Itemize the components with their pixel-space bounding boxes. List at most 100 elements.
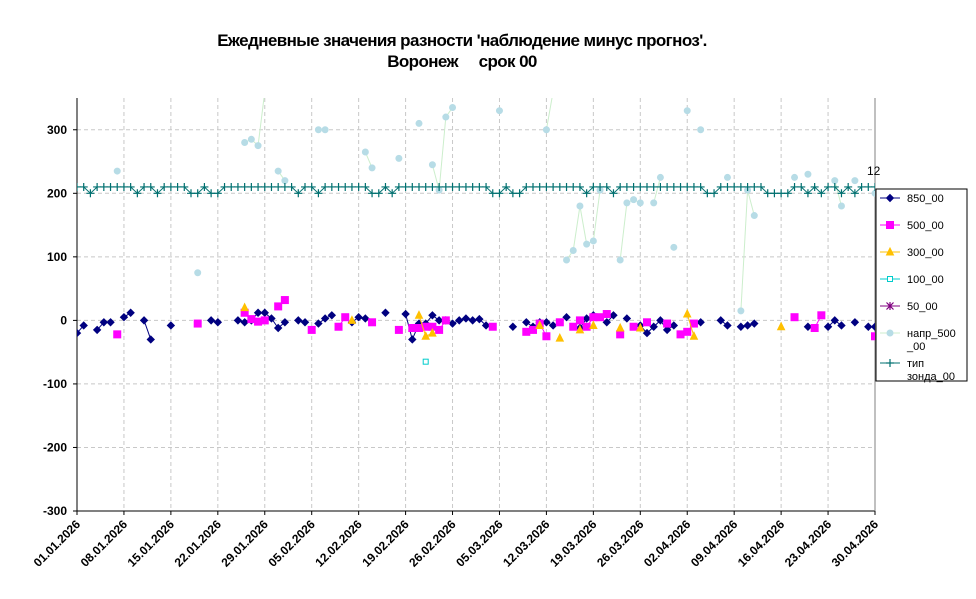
series-5-point [791,173,799,181]
series-0-point [582,314,591,323]
series-6-point [381,182,390,191]
series-6-point [535,182,544,191]
series-6-point [616,182,625,191]
series-6-point [274,182,283,191]
series-6-line [700,186,708,194]
y-tick-label: -100 [43,377,67,391]
series-5-line [438,117,447,191]
series-6-line [854,186,862,194]
series-1-point [394,325,403,334]
series-6-point [495,189,504,198]
legend-label: 850_00 [907,193,944,205]
series-6-point [354,182,363,191]
series-1-point [683,327,692,336]
series-6-point [844,182,853,191]
series-0-point [837,321,846,330]
y-tick-label: 300 [47,123,67,137]
series-2-point [776,321,786,331]
legend-label-cont: зонда_00 [907,371,955,383]
series-5-point [247,135,255,143]
series-6-line [505,186,514,194]
series-6-point [468,182,477,191]
series-0-point [139,316,149,325]
series-6-point [529,182,537,191]
series-5-point [449,104,457,112]
series-1-point [334,322,343,331]
series-6-point [522,182,531,191]
series-5-point [563,256,571,264]
series-0-point [434,316,444,325]
series-6-point [716,182,725,191]
series-6-point [797,182,806,191]
series-6-point [341,182,350,191]
series-0-point [206,316,216,325]
series-6-point [830,182,839,191]
series-6-point [448,182,457,191]
series-6-point [187,189,195,198]
series-6-point [763,189,772,198]
y-tick-label: -200 [43,440,67,454]
series-0-point [146,335,155,344]
series-5-line [619,202,628,261]
series-6-point [146,182,155,191]
series-6-point [508,189,517,198]
series-1-point [575,316,584,325]
series-6-line [606,186,614,194]
series-2-point [689,331,699,340]
series-0-point [294,316,303,325]
series-6-point [850,189,859,198]
series-6-point [703,189,712,198]
series-0-point [723,321,732,330]
series-6-point [575,182,584,191]
series-6-line [130,186,138,194]
series-5-line [431,164,440,191]
legend-label: 500_00 [907,220,944,232]
series-5-point [281,177,289,185]
series-6-point [710,189,719,198]
series-6-line [378,186,386,194]
series-6-line [847,186,856,194]
series-6-point [837,189,846,198]
y-tick-label: 100 [47,250,67,264]
series-6-line [204,186,212,194]
legend-label: напр_500 [907,328,956,340]
series-6-point [629,182,638,191]
series-6-point [777,189,786,198]
series-1-point [582,322,591,331]
series-1-point [341,313,350,322]
series-0-point [240,318,249,327]
series-6-point [790,182,799,191]
series-0-point [743,321,752,330]
series-6-line [183,186,192,194]
legend-label: тип [907,358,924,370]
series-5-point [583,240,591,248]
series-6-line [787,186,795,194]
series-6-point [394,182,403,191]
series-2-point [682,308,692,318]
series-1-point [596,313,605,322]
series-1-point [522,327,531,336]
series-5-point [804,170,812,178]
series-5-point [636,199,644,207]
series-6-point [663,182,672,191]
series-0-point [106,318,115,327]
series-5-line [747,190,755,216]
series-6-point [374,189,383,198]
series-6-point [113,182,122,191]
series-1-point [629,322,638,331]
series-6-line [137,186,145,194]
series-2-point [589,320,598,329]
series-6-line [150,186,158,194]
series-5-point [368,164,376,172]
series-5-point [542,126,550,134]
series-6-point [569,182,578,191]
series-1-point [415,324,423,333]
y-tick-label: 0 [60,313,67,327]
series-5-point [831,177,839,185]
series-6-point [562,182,571,191]
series-0-point [716,316,725,325]
series-6-line [311,186,319,194]
series-1-point [193,319,202,328]
series-6-point [435,182,444,191]
series-6-point [696,182,705,191]
